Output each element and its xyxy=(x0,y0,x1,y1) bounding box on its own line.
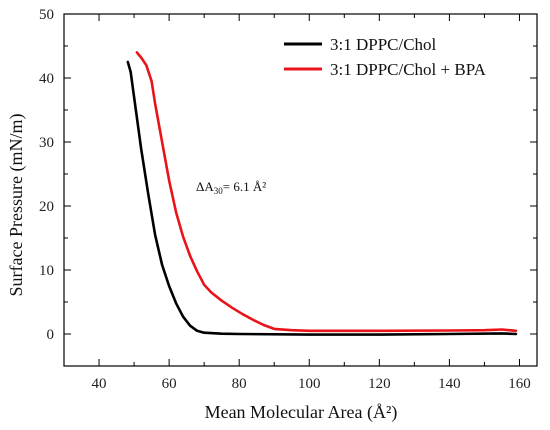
legend-label-dppc-chol: 3:1 DPPC/Chol xyxy=(330,35,437,54)
x-tick-label: 80 xyxy=(232,376,247,392)
annotation-main: ΔA xyxy=(196,179,214,194)
annotation-rest: = 6.1 Å² xyxy=(223,179,266,194)
x-axis-title: Mean Molecular Area (Å²) xyxy=(205,402,398,423)
plot-frame xyxy=(63,13,538,367)
x-tick-label: 120 xyxy=(368,376,391,392)
y-tick-label: 50 xyxy=(39,7,54,23)
annotation-subscript: 30 xyxy=(214,186,224,196)
delta-area-annotation: ΔA30= 6.1 Å² xyxy=(196,179,266,196)
x-tick-label: 140 xyxy=(438,376,461,392)
y-tick-label: 30 xyxy=(39,135,54,151)
x-tick-label: 100 xyxy=(298,376,321,392)
y-tick-label: 0 xyxy=(47,327,55,343)
legend: 3:1 DPPC/Chol 3:1 DPPC/Chol + BPA xyxy=(284,35,487,79)
y-tick-label: 20 xyxy=(39,199,54,215)
y-tick-label: 10 xyxy=(39,263,54,279)
y-axis-title: Surface Pressure (mN/m) xyxy=(6,114,27,297)
legend-label-dppc-chol-bpa: 3:1 DPPC/Chol + BPA xyxy=(330,60,487,79)
y-tick-label: 40 xyxy=(39,71,54,87)
x-tick-label: 40 xyxy=(92,376,107,392)
series-line-dppc-chol xyxy=(126,60,518,336)
x-tick-label: 160 xyxy=(508,376,531,392)
series-line-dppc-chol-bpa xyxy=(135,51,518,333)
x-tick-label: 60 xyxy=(162,376,177,392)
